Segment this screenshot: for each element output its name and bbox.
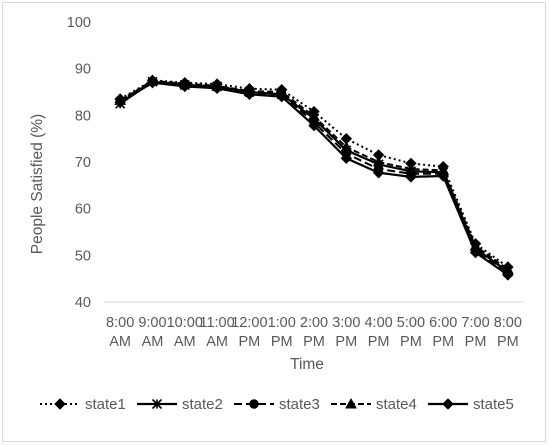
- x-tick-label: AM: [142, 334, 164, 350]
- data-point-state5: [211, 82, 223, 94]
- x-tick-label: AM: [174, 334, 196, 350]
- legend-label: state1: [85, 396, 126, 413]
- x-axis-ticks: 8:00AM9:00AM10:00AM11:00AM12:00PM1:00PM2…: [106, 315, 522, 350]
- x-tick-label: PM: [239, 334, 261, 350]
- x-tick-label: PM: [368, 334, 390, 350]
- data-point-state5: [372, 167, 385, 179]
- x-tick-label: PM: [271, 334, 293, 350]
- legend-marker: [249, 399, 259, 409]
- chart-frame: [2, 2, 546, 442]
- data-point-state5: [114, 96, 126, 108]
- x-tick-label: 12:00: [231, 315, 267, 331]
- x-tick-label: 8:00: [106, 315, 134, 331]
- legend-label: state2: [182, 396, 223, 413]
- x-tick-label: 9:00: [138, 315, 166, 331]
- legend-marker: [442, 398, 454, 410]
- data-point-state5: [340, 152, 353, 164]
- x-tick-label: 8:00: [494, 315, 522, 331]
- x-tick-label: 3:00: [332, 315, 360, 331]
- x-tick-label: PM: [335, 334, 357, 350]
- y-tick-label: 50: [75, 248, 91, 264]
- x-tick-label: PM: [465, 334, 487, 350]
- y-axis-label: People Satisfied (%): [29, 114, 46, 254]
- x-tick-label: 5:00: [397, 315, 425, 331]
- data-point-state4: [340, 141, 353, 152]
- x-tick-label: 2:00: [300, 315, 328, 331]
- legend-item-state4: state4: [331, 396, 417, 413]
- x-tick-label: 10:00: [167, 315, 203, 331]
- y-tick-label: 40: [75, 295, 91, 311]
- data-point-state5: [243, 88, 256, 101]
- y-tick-label: 90: [75, 62, 91, 78]
- data-point-state5: [275, 90, 288, 103]
- data-point-state5: [437, 170, 449, 182]
- data-point-state5: [146, 76, 159, 89]
- y-tick-label: 80: [75, 108, 91, 124]
- y-tick-label: 100: [67, 15, 91, 31]
- x-tick-label: PM: [303, 334, 325, 350]
- data-point-state4: [372, 155, 385, 167]
- data-point-state5: [469, 246, 482, 259]
- legend-marker: [345, 397, 357, 409]
- legend-label: state4: [376, 396, 417, 413]
- x-tick-label: PM: [400, 334, 422, 350]
- y-tick-label: 70: [75, 155, 91, 171]
- data-point-state5: [308, 119, 320, 132]
- legend-label: state5: [473, 396, 514, 413]
- data-point-state5: [179, 80, 191, 93]
- legend-item-state5: state5: [428, 396, 514, 413]
- legend-label: state3: [279, 396, 320, 413]
- data-point-state5: [502, 269, 514, 281]
- x-tick-label: AM: [109, 334, 131, 350]
- data-point-state5: [405, 171, 417, 183]
- x-tick-label: PM: [497, 334, 519, 350]
- x-tick-label: 4:00: [364, 315, 392, 331]
- legend-item-state2: state2: [137, 396, 223, 413]
- x-tick-label: PM: [432, 334, 454, 350]
- y-tick-label: 60: [75, 202, 91, 218]
- x-axis-label: Time: [290, 356, 324, 373]
- y-axis-ticks: 40 50 60 70 80 90 100: [67, 15, 91, 311]
- legend-item-state1: state1: [40, 396, 126, 413]
- legend-marker: [54, 398, 66, 410]
- x-tick-label: 6:00: [429, 315, 457, 331]
- x-tick-label: AM: [206, 334, 228, 350]
- x-tick-label: 1:00: [268, 315, 296, 331]
- x-tick-label: 7:00: [461, 315, 489, 331]
- x-tick-label: 11:00: [199, 315, 234, 331]
- legend: state1 state2 state3 state4 state5: [40, 396, 514, 413]
- legend-marker: [151, 398, 163, 410]
- series-markers: [114, 74, 514, 281]
- legend-item-state3: state3: [234, 396, 320, 413]
